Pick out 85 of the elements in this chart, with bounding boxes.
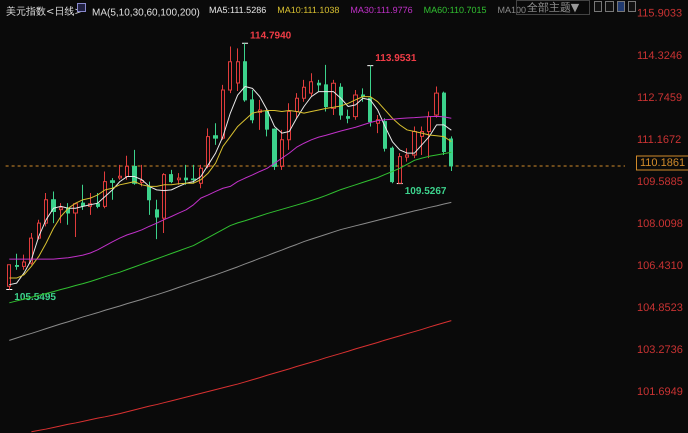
candlestick bbox=[383, 118, 387, 152]
y-tick-label: 115.9033 bbox=[637, 8, 682, 20]
candlestick bbox=[449, 136, 453, 172]
annotation: 109.5267 bbox=[404, 186, 447, 198]
text: MA5:111.5286 bbox=[209, 5, 266, 15]
candlestick bbox=[177, 172, 181, 186]
candlestick bbox=[427, 111, 431, 159]
y-tick-label: 101.6949 bbox=[637, 386, 683, 398]
text: MA60:110.7015 bbox=[424, 5, 487, 15]
candlestick bbox=[118, 164, 122, 180]
y-tick-label: 103.2736 bbox=[637, 344, 683, 356]
candlestick bbox=[398, 152, 402, 184]
candlestick bbox=[324, 64, 328, 112]
text: MA30:111.9776 bbox=[350, 5, 413, 15]
y-tick-label: 106.4310 bbox=[637, 260, 683, 272]
candlestick bbox=[272, 128, 277, 170]
line-series bbox=[8, 152, 452, 304]
candlestick bbox=[265, 109, 269, 137]
candlestick bbox=[280, 129, 284, 170]
text: 全部主题▼ bbox=[526, 1, 580, 14]
candlestick bbox=[213, 122, 218, 146]
candlestick bbox=[368, 65, 372, 127]
candlestick bbox=[236, 48, 240, 92]
y-tick-label: 111.1672 bbox=[637, 134, 682, 146]
candlestick bbox=[81, 184, 85, 210]
candlestick bbox=[44, 192, 48, 227]
candlestick bbox=[206, 128, 210, 169]
candlestick bbox=[405, 148, 409, 162]
candlestick bbox=[73, 202, 78, 238]
candlestick bbox=[59, 202, 63, 224]
candlestick bbox=[37, 219, 41, 240]
candlestick bbox=[22, 254, 26, 270]
candlestick bbox=[110, 178, 115, 200]
candlestick bbox=[250, 89, 254, 124]
candlestick bbox=[309, 72, 313, 98]
candlestick bbox=[96, 192, 100, 209]
candlestick bbox=[140, 164, 144, 187]
y-tick-label: 108.0098 bbox=[637, 218, 683, 230]
candlestick bbox=[7, 264, 11, 290]
candlestick bbox=[295, 92, 299, 119]
candlestick bbox=[442, 91, 446, 156]
y-tick-label: 109.5885 bbox=[637, 176, 683, 188]
candlestick bbox=[346, 109, 350, 124]
candlestick bbox=[29, 232, 33, 266]
candlestick bbox=[412, 126, 417, 159]
candlestick bbox=[15, 253, 19, 270]
candlestick bbox=[147, 181, 151, 216]
candlestick bbox=[103, 170, 107, 209]
y-tick-label: 114.3246 bbox=[637, 50, 682, 62]
candlestick bbox=[339, 82, 343, 120]
candlestick bbox=[155, 199, 159, 240]
candlestick bbox=[353, 89, 358, 120]
candlestick bbox=[258, 99, 262, 130]
line-series bbox=[8, 202, 452, 341]
candlestick bbox=[361, 88, 365, 102]
annotation: 114.7940 bbox=[250, 30, 292, 42]
text: MA10:111.1038 bbox=[277, 5, 340, 15]
candlestick bbox=[162, 172, 166, 234]
candlestick bbox=[191, 164, 196, 184]
y-tick-label: 112.7459 bbox=[637, 92, 682, 104]
candlestick bbox=[390, 146, 394, 184]
candlestick bbox=[331, 79, 336, 116]
candlestick bbox=[132, 149, 137, 186]
candlestick bbox=[199, 164, 203, 189]
candlestick bbox=[420, 126, 424, 156]
annotation: 113.9531 bbox=[375, 53, 417, 64]
candlestick bbox=[184, 164, 188, 186]
ref-line-label: 110.1861 bbox=[640, 156, 686, 169]
candlestick bbox=[287, 102, 291, 150]
candlestick bbox=[228, 46, 232, 94]
y-tick-label: 104.8523 bbox=[637, 302, 683, 314]
text: MA100 bbox=[498, 5, 526, 15]
candlestick bbox=[221, 84, 225, 140]
candlestick bbox=[434, 86, 439, 118]
chart-subtitle: MA(5,10,30,60,100,200) bbox=[92, 8, 200, 18]
candlestick bbox=[302, 79, 306, 102]
line-series bbox=[30, 320, 452, 432]
candlestick bbox=[243, 42, 247, 102]
candlestick bbox=[51, 190, 56, 224]
candlestick bbox=[376, 114, 380, 134]
candlestick bbox=[88, 192, 92, 216]
candlestick bbox=[317, 79, 321, 92]
line-series bbox=[8, 116, 452, 260]
candlestick bbox=[125, 155, 129, 180]
candlestick bbox=[169, 169, 173, 184]
